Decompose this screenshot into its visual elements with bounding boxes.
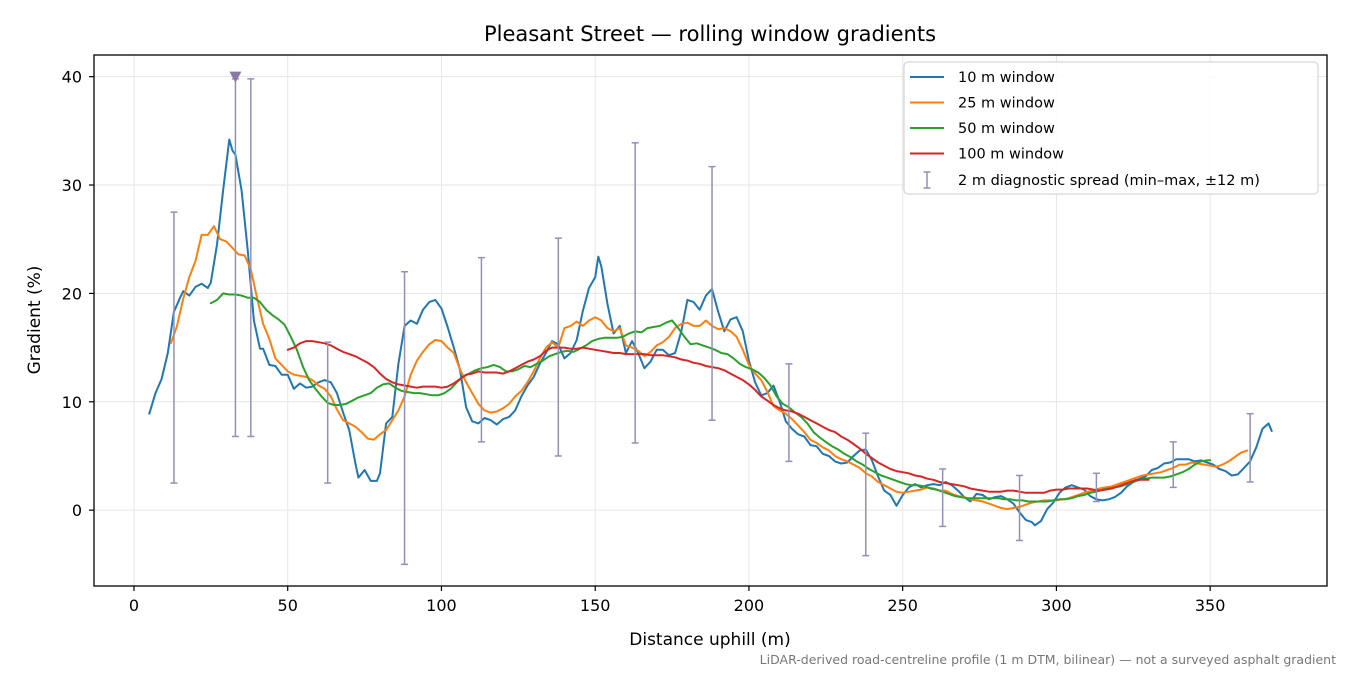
errorbar (708, 165, 716, 421)
x-axis-ticks: 0 50 100 150 200 250 300 350 (129, 586, 1226, 615)
legend-label: 10 m window (958, 70, 1055, 86)
errorbar (477, 256, 485, 443)
peak-marker (229, 71, 242, 83)
legend: 10 m window 25 m window 50 m window 100 m w… (903, 61, 1319, 195)
footnote: LiDAR-derived road-centreline profile (1… (760, 652, 1336, 667)
x-tick-label: 250 (887, 596, 918, 615)
series-line-10-m-window (148, 138, 1273, 527)
legend-label: 2 m diagnostic spread (min–max, ±12 m) (958, 173, 1260, 189)
legend-label: 25 m window (958, 96, 1055, 112)
y-tick-label: 30 (62, 176, 82, 195)
x-tick-label: 150 (580, 596, 611, 615)
legend-label: 50 m window (958, 121, 1055, 137)
x-tick-label: 300 (1041, 596, 1072, 615)
errorbar-layer (170, 78, 1254, 566)
errorbar (785, 363, 793, 463)
chart-title: Pleasant Street — rolling window gradien… (484, 22, 936, 46)
errorbar (324, 341, 332, 484)
legend-frame (903, 61, 1319, 195)
series-layer (148, 138, 1273, 527)
x-tick-label: 0 (129, 596, 139, 615)
y-tick-label: 0 (72, 501, 82, 520)
errorbar (401, 270, 409, 566)
series-line-25-m-window (169, 225, 1249, 511)
errorbar (247, 78, 255, 438)
errorbar (1246, 412, 1254, 483)
errorbar (170, 211, 178, 484)
errorbar (631, 142, 639, 444)
errorbar (862, 432, 870, 557)
x-axis-title: Distance uphill (m) (629, 630, 790, 650)
errorbar (1092, 472, 1100, 503)
errorbar (939, 468, 947, 528)
legend-errorbar-swatch (923, 171, 931, 189)
x-tick-label: 50 (278, 596, 298, 615)
y-tick-label: 40 (62, 68, 82, 87)
y-axis-title: Gradient (%) (25, 266, 45, 375)
series-line-100-m-window (286, 340, 1150, 494)
y-tick-label: 20 (62, 284, 82, 303)
plot-frame (93, 54, 1328, 587)
errorbar (1169, 441, 1177, 489)
y-tick-label: 10 (62, 393, 82, 412)
x-tick-label: 100 (426, 596, 457, 615)
errorbar (231, 78, 239, 438)
y-axis-ticks: 0 10 20 30 40 (62, 68, 94, 520)
x-tick-label: 200 (734, 596, 765, 615)
x-tick-label: 350 (1195, 596, 1226, 615)
marker-layer (229, 71, 242, 83)
legend-label: 100 m window (958, 147, 1064, 163)
errorbar (1016, 474, 1024, 542)
errorbar (554, 237, 562, 457)
